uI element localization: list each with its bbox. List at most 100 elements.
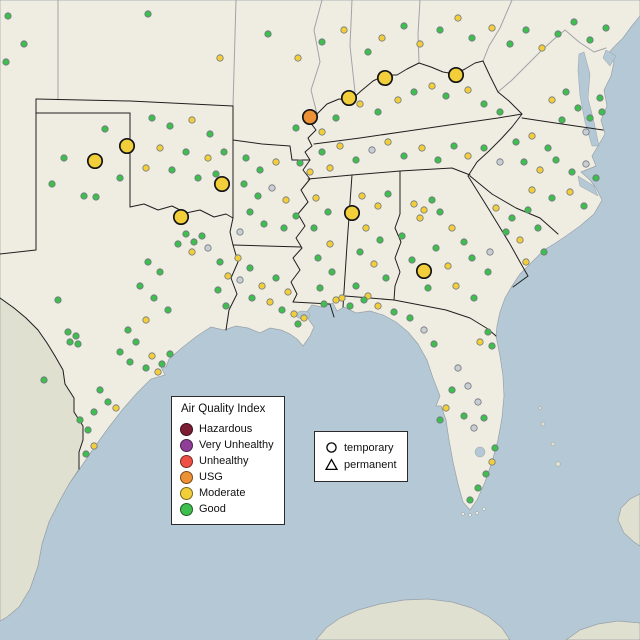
- station-marker-permanent[interactable]: [428, 82, 436, 90]
- station-marker-permanent[interactable]: [470, 424, 478, 432]
- station-marker-permanent[interactable]: [474, 398, 482, 406]
- station-marker-permanent[interactable]: [272, 274, 280, 282]
- station-marker-permanent[interactable]: [292, 212, 300, 220]
- station-marker-permanent[interactable]: [596, 94, 604, 102]
- station-marker-permanent[interactable]: [598, 108, 606, 116]
- station-marker-permanent[interactable]: [240, 180, 248, 188]
- station-marker-permanent[interactable]: [520, 158, 528, 166]
- station-marker-permanent[interactable]: [534, 224, 542, 232]
- station-marker-permanent[interactable]: [166, 122, 174, 130]
- station-marker-permanent[interactable]: [424, 284, 432, 292]
- station-marker-permanent[interactable]: [570, 18, 578, 26]
- station-marker-permanent[interactable]: [466, 496, 474, 504]
- station-marker-permanent[interactable]: [318, 38, 326, 46]
- station-marker-permanent[interactable]: [356, 248, 364, 256]
- station-marker-permanent[interactable]: [264, 30, 272, 38]
- station-marker-permanent[interactable]: [586, 36, 594, 44]
- station-marker-permanent[interactable]: [420, 326, 428, 334]
- station-marker-permanent[interactable]: [480, 414, 488, 422]
- station-marker-permanent[interactable]: [356, 100, 364, 108]
- station-marker-permanent[interactable]: [491, 444, 499, 452]
- station-marker-permanent[interactable]: [332, 296, 340, 304]
- station-marker-permanent[interactable]: [374, 108, 382, 116]
- station-marker-permanent[interactable]: [144, 258, 152, 266]
- station-marker-temporary[interactable]: [340, 89, 358, 107]
- station-marker-permanent[interactable]: [310, 224, 318, 232]
- station-marker-permanent[interactable]: [306, 168, 314, 176]
- station-marker-permanent[interactable]: [454, 14, 462, 22]
- station-marker-permanent[interactable]: [374, 302, 382, 310]
- station-marker-permanent[interactable]: [142, 164, 150, 172]
- station-marker-permanent[interactable]: [80, 192, 88, 200]
- station-marker-permanent[interactable]: [204, 154, 212, 162]
- station-marker-permanent[interactable]: [124, 326, 132, 334]
- station-marker-permanent[interactable]: [368, 146, 376, 154]
- station-marker-permanent[interactable]: [506, 40, 514, 48]
- station-marker-permanent[interactable]: [66, 338, 74, 346]
- station-marker-permanent[interactable]: [101, 125, 109, 133]
- station-marker-permanent[interactable]: [216, 54, 224, 62]
- station-marker-permanent[interactable]: [198, 232, 206, 240]
- station-marker-permanent[interactable]: [382, 274, 390, 282]
- station-marker-permanent[interactable]: [582, 160, 590, 168]
- station-marker-permanent[interactable]: [20, 40, 28, 48]
- station-marker-permanent[interactable]: [516, 236, 524, 244]
- station-marker-permanent[interactable]: [468, 34, 476, 42]
- station-marker-permanent[interactable]: [2, 58, 10, 66]
- station-marker-permanent[interactable]: [182, 230, 190, 238]
- station-marker-permanent[interactable]: [408, 256, 416, 264]
- station-marker-permanent[interactable]: [470, 294, 478, 302]
- station-marker-permanent[interactable]: [296, 159, 304, 167]
- station-marker-permanent[interactable]: [428, 196, 436, 204]
- station-marker-permanent[interactable]: [318, 148, 326, 156]
- station-marker-permanent[interactable]: [156, 144, 164, 152]
- station-marker-permanent[interactable]: [148, 352, 156, 360]
- station-marker-permanent[interactable]: [444, 262, 452, 270]
- station-marker-permanent[interactable]: [148, 114, 156, 122]
- station-marker-permanent[interactable]: [154, 368, 162, 376]
- station-marker-permanent[interactable]: [442, 404, 450, 412]
- station-marker-permanent[interactable]: [398, 232, 406, 240]
- station-marker-permanent[interactable]: [272, 158, 280, 166]
- station-marker-permanent[interactable]: [64, 328, 72, 336]
- station-marker-permanent[interactable]: [480, 144, 488, 152]
- station-marker-permanent[interactable]: [496, 108, 504, 116]
- station-marker-permanent[interactable]: [332, 114, 340, 122]
- station-marker-permanent[interactable]: [190, 238, 198, 246]
- station-marker-permanent[interactable]: [144, 10, 152, 18]
- station-marker-permanent[interactable]: [522, 258, 530, 266]
- station-marker-permanent[interactable]: [280, 224, 288, 232]
- station-marker-permanent[interactable]: [326, 164, 334, 172]
- station-marker-permanent[interactable]: [74, 340, 82, 348]
- station-marker-permanent[interactable]: [292, 124, 300, 132]
- station-marker-permanent[interactable]: [266, 298, 274, 306]
- station-marker-permanent[interactable]: [82, 450, 90, 458]
- station-marker-permanent[interactable]: [300, 314, 308, 322]
- station-marker-permanent[interactable]: [476, 338, 484, 346]
- station-marker-permanent[interactable]: [436, 416, 444, 424]
- station-marker-permanent[interactable]: [528, 132, 536, 140]
- station-marker-permanent[interactable]: [574, 104, 582, 112]
- station-marker-permanent[interactable]: [254, 192, 262, 200]
- station-marker-permanent[interactable]: [508, 214, 516, 222]
- station-marker-permanent[interactable]: [220, 148, 228, 156]
- station-marker-permanent[interactable]: [166, 350, 174, 358]
- station-marker-permanent[interactable]: [362, 224, 370, 232]
- station-marker-permanent[interactable]: [316, 284, 324, 292]
- station-marker-temporary[interactable]: [172, 208, 190, 226]
- station-marker-permanent[interactable]: [432, 244, 440, 252]
- station-marker-permanent[interactable]: [488, 458, 496, 466]
- station-marker-permanent[interactable]: [484, 328, 492, 336]
- station-marker-permanent[interactable]: [538, 44, 546, 52]
- station-marker-permanent[interactable]: [336, 142, 344, 150]
- station-marker-permanent[interactable]: [132, 338, 140, 346]
- station-marker-permanent[interactable]: [84, 426, 92, 434]
- station-marker-permanent[interactable]: [524, 206, 532, 214]
- station-marker-permanent[interactable]: [236, 276, 244, 284]
- station-marker-permanent[interactable]: [522, 26, 530, 34]
- station-marker-permanent[interactable]: [528, 186, 536, 194]
- station-marker-permanent[interactable]: [562, 88, 570, 96]
- station-marker-permanent[interactable]: [92, 193, 100, 201]
- station-marker-permanent[interactable]: [400, 22, 408, 30]
- station-marker-permanent[interactable]: [602, 24, 610, 32]
